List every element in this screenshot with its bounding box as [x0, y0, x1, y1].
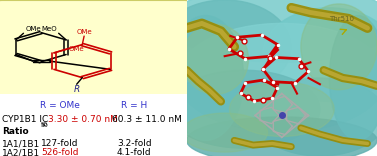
Text: R = H: R = H [121, 101, 147, 110]
Ellipse shape [187, 117, 377, 156]
Ellipse shape [329, 16, 377, 140]
Text: 1A1/1B1: 1A1/1B1 [2, 139, 40, 148]
Text: Ratio: Ratio [2, 127, 29, 136]
Ellipse shape [158, 0, 291, 94]
Text: 4.1-fold: 4.1-fold [117, 148, 152, 156]
Text: 50: 50 [40, 122, 47, 127]
Ellipse shape [167, 70, 320, 148]
Text: OMe: OMe [25, 26, 41, 32]
Ellipse shape [177, 23, 377, 133]
Ellipse shape [263, 8, 377, 101]
Ellipse shape [167, 0, 377, 62]
Text: OMe: OMe [76, 29, 92, 35]
Text: 526-fold: 526-fold [41, 148, 78, 156]
Ellipse shape [230, 82, 334, 136]
Text: 1A2/1B1: 1A2/1B1 [2, 148, 40, 156]
Ellipse shape [253, 78, 377, 156]
Text: MeO: MeO [41, 26, 57, 32]
Text: 50: 50 [40, 123, 48, 128]
Ellipse shape [182, 113, 268, 152]
Ellipse shape [301, 4, 377, 90]
Text: 3.2-fold: 3.2-fold [117, 139, 152, 148]
Text: 3.30 ± 0.70 nM: 3.30 ± 0.70 nM [48, 115, 118, 124]
Text: OMe: OMe [69, 46, 84, 52]
Text: 60.3 ± 11.0 nM: 60.3 ± 11.0 nM [112, 115, 182, 124]
Text: CYP1B1 IC: CYP1B1 IC [2, 115, 48, 124]
FancyBboxPatch shape [0, 0, 190, 96]
Ellipse shape [182, 24, 248, 94]
Text: R = OMe: R = OMe [40, 101, 80, 110]
Text: 127-fold: 127-fold [41, 139, 78, 148]
Ellipse shape [167, 16, 244, 140]
Text: R: R [74, 85, 80, 94]
Text: Thr510: Thr510 [329, 16, 354, 22]
